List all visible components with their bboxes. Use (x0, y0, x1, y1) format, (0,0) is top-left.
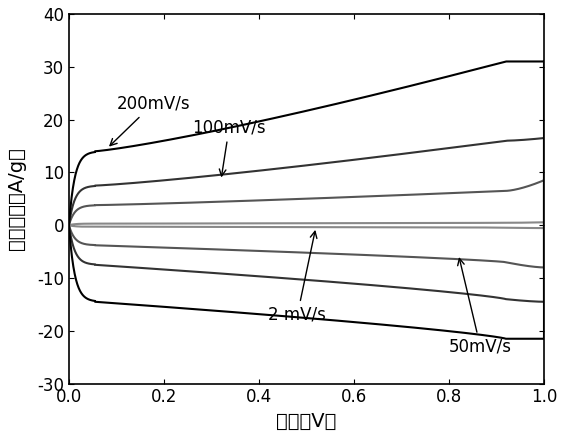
Text: 50mV/s: 50mV/s (449, 258, 512, 356)
Text: 100mV/s: 100mV/s (192, 119, 266, 176)
Text: 2 mV/s: 2 mV/s (268, 231, 326, 324)
X-axis label: 电压（V）: 电压（V） (276, 412, 337, 431)
Y-axis label: 电流密度（A/g）: 电流密度（A/g） (7, 147, 26, 250)
Text: 200mV/s: 200mV/s (110, 95, 190, 145)
